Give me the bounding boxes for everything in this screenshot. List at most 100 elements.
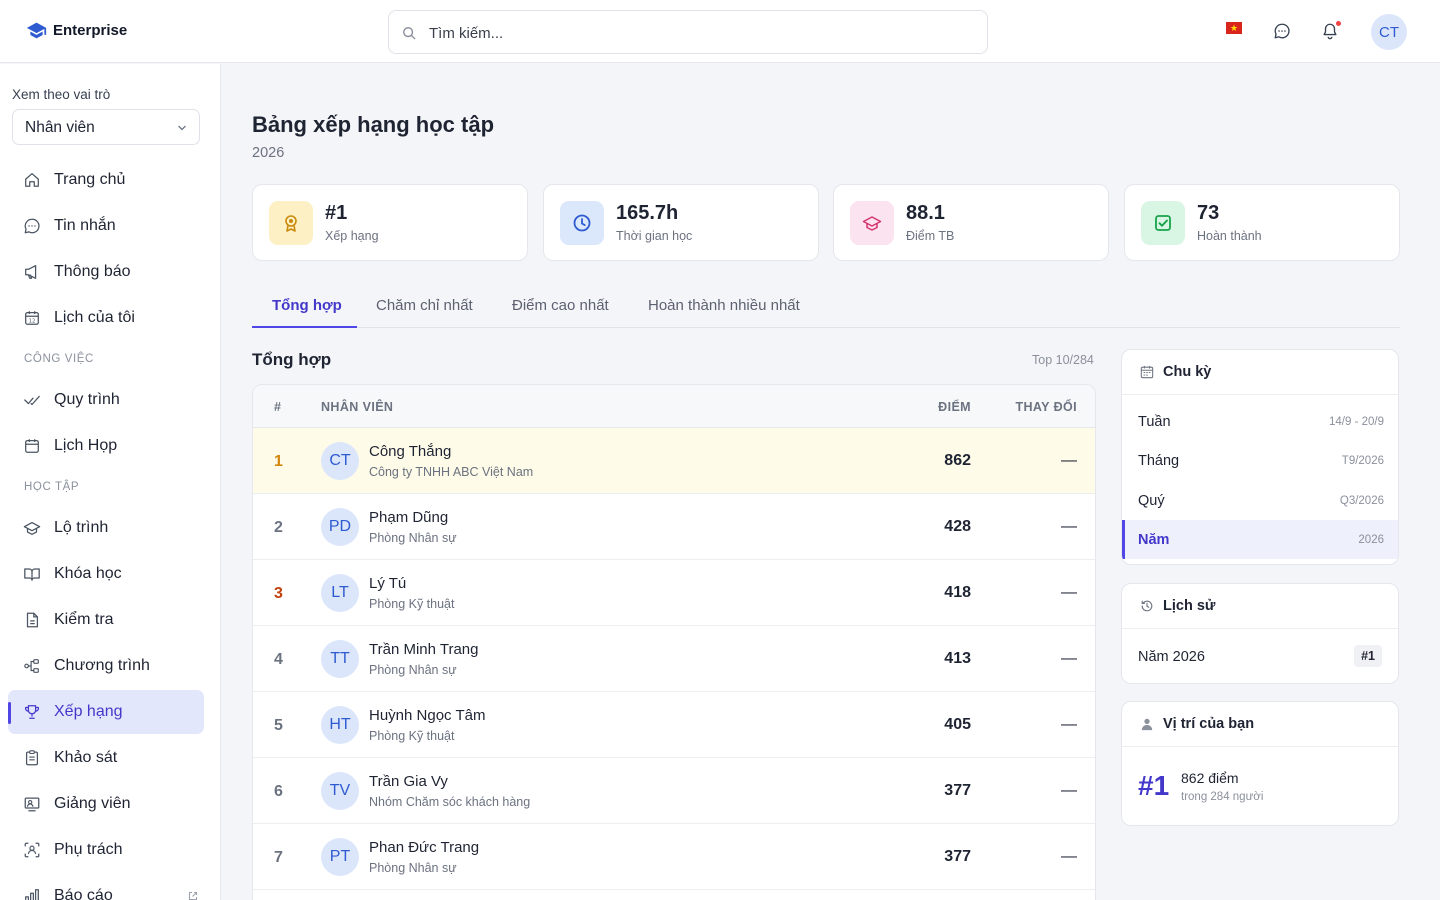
page-title: Bảng xếp hạng học tập xyxy=(252,112,495,137)
table-row[interactable]: 1 CT Công Thắng Công ty TNHH ABC Việt Na… xyxy=(253,428,1095,494)
tab-most-diligent[interactable]: Chăm chỉ nhất xyxy=(376,297,473,314)
rank-change: — xyxy=(1061,716,1077,733)
sidebar-item-courses[interactable]: Khóa học xyxy=(8,552,204,596)
sidebar-item-meetings[interactable]: Lịch Họp xyxy=(8,424,204,468)
rank-number: 7 xyxy=(274,849,283,866)
table-row[interactable]: 6 TV Trần Gia Vy Nhóm Chăm sóc khách hàn… xyxy=(253,758,1095,824)
sidebar-item-ranking[interactable]: Xếp hạng xyxy=(8,690,204,734)
table-row[interactable]: 3 LT Lý Tú Phòng Kỹ thuật 418 — xyxy=(253,560,1095,626)
sidebar-item-programs[interactable]: Chương trình xyxy=(8,644,204,688)
app-logo[interactable]: Enterprise xyxy=(26,20,127,41)
sidebar-item-label: Thông báo xyxy=(54,263,131,280)
chat-icon xyxy=(1274,23,1290,39)
employee-name: Phạm Dũng xyxy=(369,509,449,526)
sidebar-item-reports[interactable]: Báo cáo xyxy=(8,874,204,900)
avatar: TT xyxy=(321,640,359,678)
avatar: HT xyxy=(321,706,359,744)
rank-number: 5 xyxy=(274,717,283,734)
panel-title: Lịch sử xyxy=(1163,598,1216,614)
sidebar-item-process[interactable]: Quy trình xyxy=(8,378,204,422)
search-box[interactable] xyxy=(388,10,988,54)
role-select[interactable]: Nhân viên xyxy=(12,109,200,145)
ranking-tabs: Tổng hợp Chăm chỉ nhất Điểm cao nhất Hoà… xyxy=(252,286,1400,328)
leaderboard-count: Top 10/284 xyxy=(1032,353,1094,367)
trophy-icon xyxy=(24,705,40,719)
check-square-icon xyxy=(1155,215,1171,231)
search-input[interactable] xyxy=(429,21,969,45)
employee-department: Phòng Nhân sự xyxy=(369,663,457,677)
sidebar-item-label: Quy trình xyxy=(54,391,120,408)
sidebar-item-tests[interactable]: Kiểm tra xyxy=(8,598,204,642)
tab-summary[interactable]: Tổng hợp xyxy=(272,297,342,314)
history-label: Năm 2026 xyxy=(1138,649,1205,665)
cycle-range: 14/9 - 20/9 xyxy=(1329,416,1384,428)
employee-points: 405 xyxy=(944,716,971,733)
table-row[interactable]: 7 PT Phan Đức Trang Phòng Nhân sự 377 — xyxy=(253,824,1095,890)
sidebar-item-label: Chương trình xyxy=(54,657,150,674)
avatar: TV xyxy=(321,772,359,810)
employee-department: Phòng Nhân sự xyxy=(369,861,457,875)
my-position-panel: Vị trí của bạn #1 862 điểm trong 284 ngư… xyxy=(1121,701,1399,826)
employee-name: Trần Gia Vy xyxy=(369,773,448,790)
sidebar-item-notifications[interactable]: Thông báo xyxy=(8,250,204,294)
history-icon xyxy=(1141,600,1153,612)
top-bar: Enterprise ★ CT xyxy=(0,0,1440,63)
cycle-option-quarter[interactable]: Quý Q3/2026 xyxy=(1122,481,1398,520)
avatar: PT xyxy=(321,838,359,876)
user-avatar[interactable]: CT xyxy=(1371,14,1407,50)
stat-card-avg-score: 88.1 Điểm TB xyxy=(833,184,1109,261)
table-row[interactable]: 2 PD Phạm Dũng Phòng Nhân sự 428 — xyxy=(253,494,1095,560)
sidebar-item-my-calendar[interactable]: 12 Lịch của tôi xyxy=(8,296,204,340)
active-tab-indicator xyxy=(252,326,357,328)
rank-change: — xyxy=(1061,584,1077,601)
tab-highest-score[interactable]: Điểm cao nhất xyxy=(512,297,609,314)
rank-number: 1 xyxy=(274,453,283,470)
stat-card-study-time: 165.7h Thời gian học xyxy=(543,184,819,261)
panel-title: Chu kỳ xyxy=(1163,364,1212,380)
sidebar-item-label: Khóa học xyxy=(54,565,122,582)
stat-card-completed: 73 Hoàn thành xyxy=(1124,184,1400,261)
rank-number: 4 xyxy=(274,651,283,668)
employee-name: Huỳnh Ngọc Tâm xyxy=(369,707,486,724)
section-label-work: CÔNG VIỆC xyxy=(24,353,94,365)
stat-value: #1 xyxy=(325,202,348,224)
sidebar-item-in-charge[interactable]: Phụ trách xyxy=(8,828,204,872)
panel-title: Vị trí của bạn xyxy=(1163,716,1255,732)
graduation-cap-icon xyxy=(862,216,882,231)
cycle-label: Tháng xyxy=(1138,453,1180,469)
sidebar-item-label: Trang chủ xyxy=(54,171,126,188)
stat-caption: Thời gian học xyxy=(616,229,693,243)
page-subtitle: 2026 xyxy=(252,145,285,161)
rank-number: 2 xyxy=(274,519,283,536)
messages-button[interactable] xyxy=(1268,17,1296,45)
employee-department: Phòng Kỹ thuật xyxy=(369,729,455,743)
stat-value: 165.7h xyxy=(616,202,679,224)
sidebar-item-home[interactable]: Trang chủ xyxy=(8,158,204,202)
tab-most-completed[interactable]: Hoàn thành nhiều nhất xyxy=(648,297,800,314)
employee-name: Phan Đức Trang xyxy=(369,839,480,856)
rank-change: — xyxy=(1061,452,1077,469)
cycle-option-week[interactable]: Tuần 14/9 - 20/9 xyxy=(1122,402,1398,441)
table-row[interactable]: 5 HT Huỳnh Ngọc Tâm Phòng Kỹ thuật 405 — xyxy=(253,692,1095,758)
header-employee[interactable]: NHÂN VIÊN xyxy=(321,400,394,414)
avatar: LT xyxy=(321,574,359,612)
cycle-range: Q3/2026 xyxy=(1339,495,1384,507)
sidebar-item-messages[interactable]: Tin nhắn xyxy=(8,204,204,248)
cycle-option-month[interactable]: Tháng T9/2026 xyxy=(1122,441,1398,480)
sidebar-item-label: Lộ trình xyxy=(54,519,109,536)
table-row[interactable]: 4 TT Trần Minh Trang Phòng Nhân sự 413 — xyxy=(253,626,1095,692)
cycle-option-year[interactable]: Năm 2026 xyxy=(1122,520,1398,559)
sidebar-item-label: Kiểm tra xyxy=(54,611,114,628)
employee-points: 377 xyxy=(944,848,971,865)
stat-value: 73 xyxy=(1197,202,1220,224)
sidebar-item-instructors[interactable]: Giảng viên xyxy=(8,782,204,826)
sidebar-item-surveys[interactable]: Khảo sát xyxy=(8,736,204,780)
sidebar-item-label: Khảo sát xyxy=(54,749,118,766)
language-flag-icon[interactable]: ★ xyxy=(1226,22,1242,34)
network-icon xyxy=(24,659,39,673)
sidebar-item-learning-path[interactable]: Lộ trình xyxy=(8,506,204,550)
notifications-button[interactable] xyxy=(1316,17,1344,45)
employee-department: Phòng Nhân sự xyxy=(369,531,457,545)
header-points[interactable]: ĐIỂM xyxy=(938,400,971,414)
employee-department: Phòng Kỹ thuật xyxy=(369,597,455,611)
